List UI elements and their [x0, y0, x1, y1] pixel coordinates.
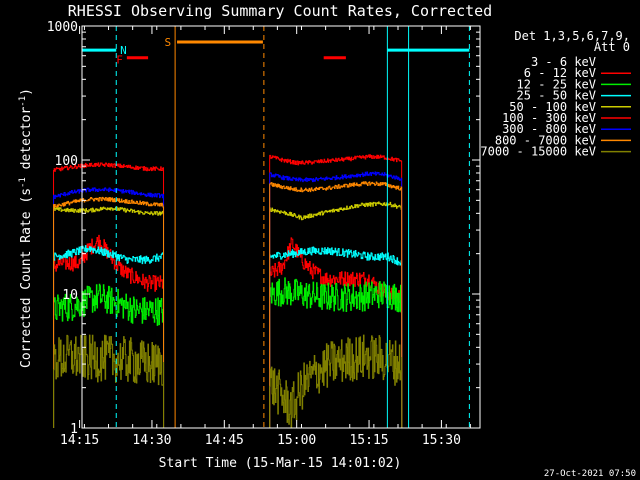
series-2-segment-2: [269, 277, 403, 429]
marker-label-n: N: [120, 44, 127, 57]
axis-layer: 14:15 14:30 14:45 15:00 15:15 15:30 1 10 100 1000: [47, 20, 480, 448]
legend-label: 3 - 6 keV: [531, 55, 596, 69]
series-7-segment-1: [53, 196, 165, 428]
legend-label: 25 - 50 keV: [517, 89, 596, 103]
series-8-segment-1: [53, 334, 165, 428]
data-layer: [53, 154, 403, 429]
y-axis-label-end: ): [19, 88, 34, 96]
legend-label: 300 - 800 keV: [502, 122, 596, 136]
x-tick-label: 15:15: [349, 433, 388, 448]
series-3-segment-1: [53, 245, 165, 428]
series-1-segment-1: [53, 234, 165, 428]
series-7-segment-2: [269, 181, 403, 429]
x-tick-label: 14:45: [205, 433, 244, 448]
y-tick-label: 100: [55, 154, 78, 169]
x-tick-label: 14:15: [60, 433, 99, 448]
legend-header-attenuator: Att 0: [594, 40, 630, 54]
series-5-segment-2: [269, 154, 403, 429]
legend-header-detectors: Det 1,3,5,6,7,9,: [514, 29, 630, 43]
legend-label: 12 - 25 keV: [517, 77, 596, 91]
x-tick-label: 15:00: [277, 433, 316, 448]
series-4-segment-1: [53, 206, 165, 428]
x-axis-label: Start Time (15-Mar-15 14:01:02): [159, 456, 402, 471]
y-axis-label-base: Corrected Count Rate (s: [19, 188, 34, 368]
series-8-segment-2: [269, 334, 403, 429]
series-6-segment-1: [53, 187, 165, 428]
y-axis-label: Corrected Count Rate (s-1 detector-1): [18, 88, 34, 368]
annotation-layer: N S F: [81, 26, 470, 428]
series-6-segment-2: [269, 171, 403, 429]
legend-label: 6 - 12 keV: [524, 66, 596, 80]
y-axis-label-exp1: -1: [18, 177, 28, 188]
series-0-segment-2: [269, 197, 403, 429]
chart-title: RHESSI Observing Summary Count Rates, Co…: [68, 2, 492, 20]
y-tick-label: 1: [70, 422, 78, 437]
marker-label-f: F: [116, 54, 123, 67]
y-axis-label-mid: detector: [19, 107, 34, 178]
timestamp: 27-Oct-2021 07:50: [544, 469, 636, 479]
x-tick-label: 15:30: [422, 433, 461, 448]
series-1-segment-2: [269, 237, 403, 429]
plot-frame: [81, 25, 481, 429]
legend-label: 7000 - 15000 keV: [480, 145, 596, 159]
legend-label: 50 - 100 keV: [509, 100, 596, 114]
y-axis-label-exp2: -1: [18, 96, 28, 107]
series-2-segment-1: [53, 283, 165, 428]
marker-label-s: S: [164, 36, 171, 49]
x-tick-label: 14:30: [132, 433, 171, 448]
y-tick-label: 10: [62, 288, 78, 303]
legend-label: 100 - 300 keV: [502, 111, 596, 125]
legend-label: 800 - 7000 keV: [495, 133, 596, 147]
y-tick-label: 1000: [47, 20, 78, 35]
series-4-segment-2: [269, 201, 403, 429]
series-3-segment-2: [269, 246, 403, 429]
series-0-segment-1: [53, 201, 165, 428]
series-5-segment-1: [53, 162, 165, 428]
